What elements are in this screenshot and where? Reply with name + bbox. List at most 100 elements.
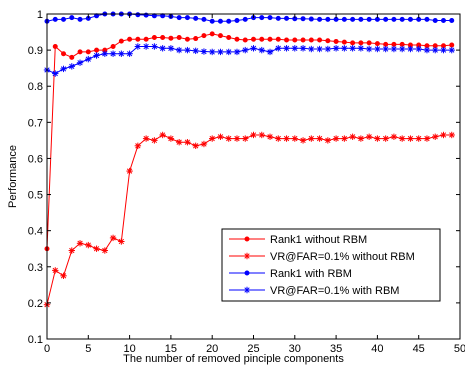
data-point — [398, 135, 406, 142]
data-point — [184, 36, 190, 42]
y-tick-label: 0.3 — [28, 262, 43, 274]
legend-marker — [244, 270, 250, 276]
data-point — [341, 39, 347, 45]
data-point — [167, 45, 175, 52]
data-point — [275, 15, 281, 21]
data-point — [415, 45, 422, 53]
data-point — [423, 46, 431, 54]
data-point — [209, 48, 216, 56]
x-tick-label: 25 — [247, 343, 259, 355]
data-point — [193, 15, 199, 21]
data-point — [350, 40, 356, 46]
data-point — [448, 131, 455, 139]
data-point — [110, 44, 116, 49]
data-point — [324, 45, 332, 53]
data-point — [341, 135, 348, 142]
data-point — [101, 247, 109, 254]
data-point — [365, 45, 373, 53]
data-point — [159, 45, 166, 52]
data-point — [448, 46, 455, 54]
data-point — [251, 36, 256, 42]
data-point — [382, 135, 389, 142]
y-axis-label: Performance — [7, 145, 19, 208]
data-point — [109, 234, 117, 242]
data-point — [234, 18, 240, 23]
data-point — [333, 16, 339, 22]
data-point — [365, 133, 373, 140]
data-point — [398, 45, 406, 53]
data-point — [151, 43, 158, 50]
data-point — [160, 34, 166, 40]
x-axis-label: The number of removed pinciple component… — [123, 353, 344, 365]
data-point — [93, 52, 100, 59]
data-point — [77, 49, 83, 55]
y-tick-label: 0.2 — [28, 298, 43, 310]
data-point — [266, 48, 274, 56]
data-point — [126, 50, 133, 57]
data-point — [168, 35, 174, 41]
data-point — [159, 131, 166, 139]
data-point — [332, 45, 340, 52]
data-point — [316, 45, 323, 53]
data-point — [366, 16, 372, 22]
x-tick-label: 10 — [123, 343, 135, 355]
data-point — [94, 47, 100, 53]
data-point — [209, 31, 215, 37]
data-point — [341, 16, 347, 22]
data-point — [101, 50, 109, 57]
data-point — [324, 137, 332, 144]
data-point — [258, 131, 265, 139]
data-point — [226, 18, 232, 24]
legend-item: Rank1 with RBM — [229, 268, 352, 280]
data-point — [143, 36, 149, 42]
x-tick-label: 5 — [85, 343, 91, 355]
data-point — [284, 37, 290, 43]
data-point — [225, 48, 232, 56]
data-point — [308, 135, 315, 142]
data-point — [52, 16, 58, 22]
data-point — [93, 245, 100, 252]
data-point — [382, 45, 389, 53]
data-point — [440, 131, 447, 139]
y-tick-label: 0.8 — [28, 81, 43, 93]
data-point — [317, 37, 323, 43]
data-point — [399, 41, 405, 47]
data-point — [350, 16, 356, 22]
legend-item: VR@FAR=0.1% with RBM — [229, 285, 399, 297]
legend-label: Rank1 with RBM — [270, 268, 352, 280]
data-point — [308, 16, 314, 22]
data-point — [242, 135, 249, 142]
data-point — [358, 16, 364, 22]
data-point — [85, 49, 91, 55]
data-point — [134, 142, 142, 150]
x-tick-label: 50 — [454, 343, 465, 355]
data-point — [135, 36, 141, 42]
data-point — [60, 272, 67, 280]
data-point — [299, 137, 307, 144]
series-layer — [43, 11, 455, 308]
data-point — [201, 16, 207, 22]
legend: Rank1 without RBM VR@FAR=0.1% without RBM… — [221, 228, 441, 302]
y-tick-label: 1 — [37, 9, 43, 21]
data-point — [167, 135, 175, 142]
data-point — [242, 46, 249, 54]
legend-marker — [244, 236, 250, 242]
data-point — [407, 45, 414, 53]
data-point — [233, 135, 241, 142]
data-point — [399, 16, 405, 22]
data-point — [225, 135, 232, 142]
data-point — [374, 135, 381, 142]
data-point — [391, 16, 397, 22]
series-4 — [43, 43, 455, 77]
data-point — [390, 133, 398, 140]
tick-layer: 0 5 10 15 20 25 30 35 40 45 50 0.1 0.2 0.3 0.4 0.5 0.6 0.… — [28, 9, 465, 355]
data-point — [135, 12, 141, 18]
data-point — [366, 40, 372, 46]
data-point — [175, 138, 183, 146]
legend-marker — [243, 286, 251, 294]
data-point — [291, 135, 298, 142]
data-point — [176, 34, 182, 40]
data-point — [300, 16, 306, 22]
data-point — [432, 133, 439, 140]
